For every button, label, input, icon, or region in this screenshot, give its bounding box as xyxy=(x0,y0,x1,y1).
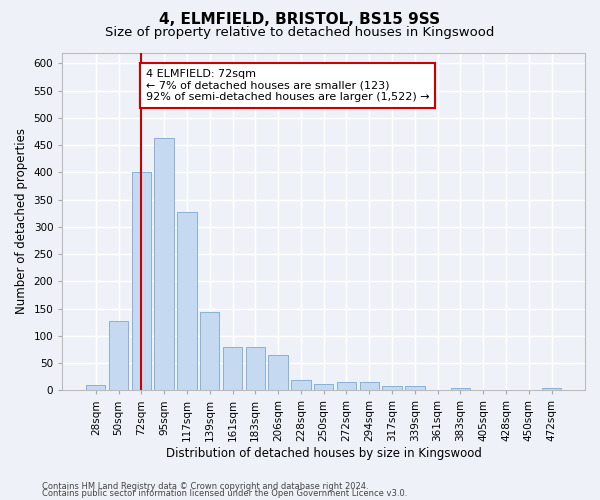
Bar xyxy=(382,386,402,390)
Bar xyxy=(291,380,311,390)
Bar xyxy=(359,382,379,390)
Bar xyxy=(268,355,288,390)
Bar xyxy=(177,212,197,390)
Bar xyxy=(154,138,174,390)
Y-axis label: Number of detached properties: Number of detached properties xyxy=(15,128,28,314)
Bar xyxy=(245,348,265,391)
Bar xyxy=(337,382,356,390)
Bar xyxy=(314,384,334,390)
X-axis label: Distribution of detached houses by size in Kingswood: Distribution of detached houses by size … xyxy=(166,447,482,460)
Text: Contains public sector information licensed under the Open Government Licence v3: Contains public sector information licen… xyxy=(42,490,407,498)
Bar xyxy=(451,388,470,390)
Bar xyxy=(131,172,151,390)
Bar xyxy=(109,320,128,390)
Text: Contains HM Land Registry data © Crown copyright and database right 2024.: Contains HM Land Registry data © Crown c… xyxy=(42,482,368,491)
Text: 4, ELMFIELD, BRISTOL, BS15 9SS: 4, ELMFIELD, BRISTOL, BS15 9SS xyxy=(160,12,440,28)
Text: 4 ELMFIELD: 72sqm
← 7% of detached houses are smaller (123)
92% of semi-detached: 4 ELMFIELD: 72sqm ← 7% of detached house… xyxy=(146,69,430,102)
Bar xyxy=(405,386,425,390)
Bar xyxy=(542,388,561,390)
Bar xyxy=(200,312,220,390)
Text: Size of property relative to detached houses in Kingswood: Size of property relative to detached ho… xyxy=(106,26,494,39)
Bar xyxy=(86,386,106,390)
Bar xyxy=(223,348,242,391)
